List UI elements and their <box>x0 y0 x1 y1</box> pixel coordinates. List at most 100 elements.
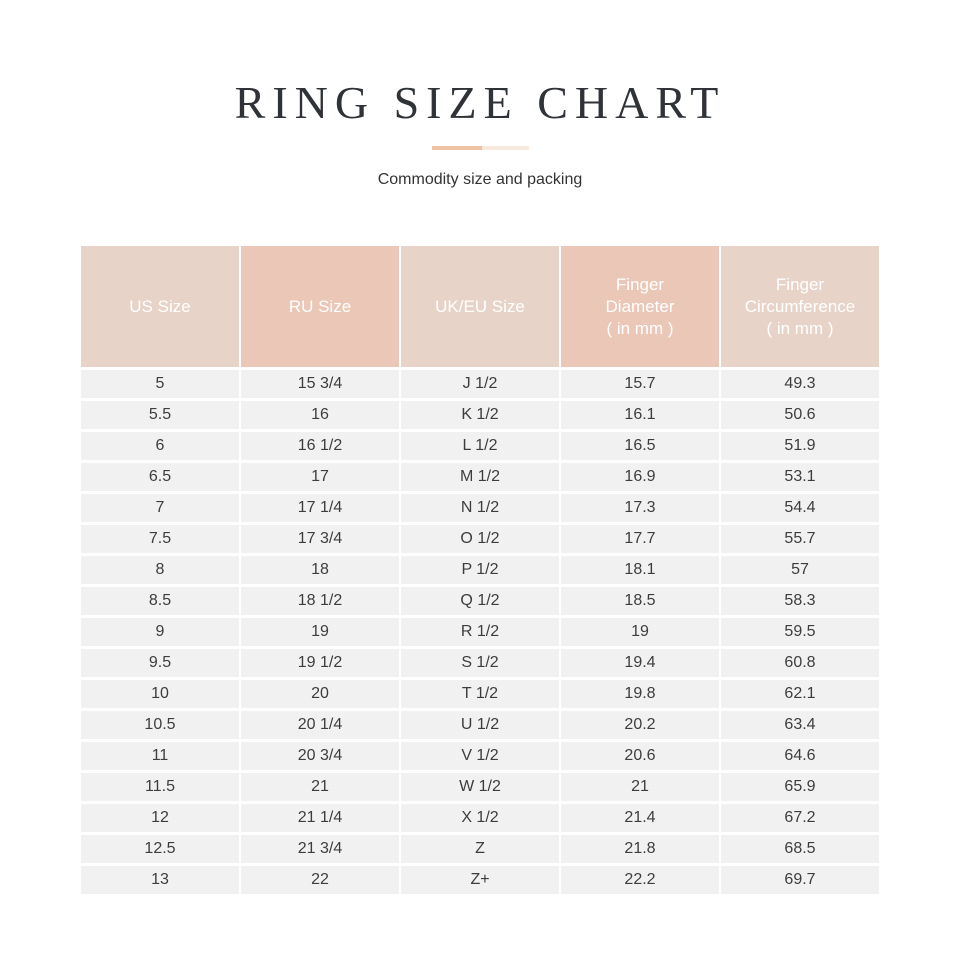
title-divider <box>0 146 960 150</box>
cell-finger-diameter: 19.8 <box>561 680 719 708</box>
cell-finger-diameter: 21.4 <box>561 804 719 832</box>
cell-ru-size: 20 <box>241 680 399 708</box>
cell-uk-eu-size: Q 1/2 <box>401 587 559 615</box>
cell-us-size: 7.5 <box>81 525 239 553</box>
cell-finger-circumference: 58.3 <box>721 587 879 615</box>
cell-finger-diameter: 22.2 <box>561 866 719 894</box>
cell-uk-eu-size: K 1/2 <box>401 401 559 429</box>
cell-uk-eu-size: J 1/2 <box>401 370 559 398</box>
page-subtitle: Commodity size and packing <box>377 171 583 188</box>
column-header-finger-circumference: Finger Circumference ( in mm ) <box>721 246 879 367</box>
table-row: 11.5 21 W 1/2 21 65.9 <box>81 773 879 801</box>
cell-finger-diameter: 21.8 <box>561 835 719 863</box>
table-row: 8 18 P 1/2 18.1 57 <box>81 556 879 584</box>
cell-finger-circumference: 55.7 <box>721 525 879 553</box>
table-row: 12.5 21 3/4 Z 21.8 68.5 <box>81 835 879 863</box>
cell-uk-eu-size: R 1/2 <box>401 618 559 646</box>
cell-uk-eu-size: N 1/2 <box>401 494 559 522</box>
cell-us-size: 11.5 <box>81 773 239 801</box>
cell-ru-size: 19 <box>241 618 399 646</box>
cell-finger-circumference: 59.5 <box>721 618 879 646</box>
cell-us-size: 8 <box>81 556 239 584</box>
cell-finger-diameter: 17.7 <box>561 525 719 553</box>
cell-uk-eu-size: T 1/2 <box>401 680 559 708</box>
table-row: 7.5 17 3/4 O 1/2 17.7 55.7 <box>81 525 879 553</box>
cell-finger-diameter: 19 <box>561 618 719 646</box>
cell-finger-circumference: 53.1 <box>721 463 879 491</box>
cell-finger-circumference: 64.6 <box>721 742 879 770</box>
table-row: 13 22 Z+ 22.2 69.7 <box>81 866 879 894</box>
table-row: 7 17 1/4 N 1/2 17.3 54.4 <box>81 494 879 522</box>
cell-ru-size: 21 3/4 <box>241 835 399 863</box>
table-row: 12 21 1/4 X 1/2 21.4 67.2 <box>81 804 879 832</box>
cell-finger-diameter: 20.6 <box>561 742 719 770</box>
cell-ru-size: 21 <box>241 773 399 801</box>
table-row: 6.5 17 M 1/2 16.9 53.1 <box>81 463 879 491</box>
cell-us-size: 10 <box>81 680 239 708</box>
cell-uk-eu-size: Z+ <box>401 866 559 894</box>
cell-us-size: 9.5 <box>81 649 239 677</box>
cell-ru-size: 17 <box>241 463 399 491</box>
cell-us-size: 6.5 <box>81 463 239 491</box>
cell-uk-eu-size: W 1/2 <box>401 773 559 801</box>
cell-us-size: 10.5 <box>81 711 239 739</box>
cell-uk-eu-size: Z <box>401 835 559 863</box>
cell-ru-size: 17 1/4 <box>241 494 399 522</box>
table-row: 11 20 3/4 V 1/2 20.6 64.6 <box>81 742 879 770</box>
cell-finger-circumference: 68.5 <box>721 835 879 863</box>
table-row: 10 20 T 1/2 19.8 62.1 <box>81 680 879 708</box>
cell-us-size: 11 <box>81 742 239 770</box>
cell-finger-circumference: 51.9 <box>721 432 879 460</box>
cell-us-size: 5 <box>81 370 239 398</box>
divider-accent-light <box>481 146 529 150</box>
cell-ru-size: 15 3/4 <box>241 370 399 398</box>
cell-uk-eu-size: U 1/2 <box>401 711 559 739</box>
cell-finger-diameter: 18.5 <box>561 587 719 615</box>
cell-uk-eu-size: O 1/2 <box>401 525 559 553</box>
table-row: 10.5 20 1/4 U 1/2 20.2 63.4 <box>81 711 879 739</box>
divider-accent-dark <box>431 146 482 150</box>
cell-finger-circumference: 63.4 <box>721 711 879 739</box>
page-title: RING SIZE CHART <box>234 77 726 128</box>
column-header-us-size: US Size <box>81 246 239 367</box>
cell-us-size: 13 <box>81 866 239 894</box>
cell-ru-size: 21 1/4 <box>241 804 399 832</box>
table-row: 6 16 1/2 L 1/2 16.5 51.9 <box>81 432 879 460</box>
cell-us-size: 12 <box>81 804 239 832</box>
cell-finger-diameter: 16.9 <box>561 463 719 491</box>
cell-ru-size: 22 <box>241 866 399 894</box>
table-row: 9 19 R 1/2 19 59.5 <box>81 618 879 646</box>
cell-uk-eu-size: V 1/2 <box>401 742 559 770</box>
cell-us-size: 9 <box>81 618 239 646</box>
cell-finger-circumference: 62.1 <box>721 680 879 708</box>
cell-ru-size: 16 <box>241 401 399 429</box>
cell-ru-size: 20 3/4 <box>241 742 399 770</box>
column-header-finger-diameter: Finger Diameter ( in mm ) <box>561 246 719 367</box>
cell-finger-circumference: 69.7 <box>721 866 879 894</box>
cell-ru-size: 18 1/2 <box>241 587 399 615</box>
cell-finger-diameter: 17.3 <box>561 494 719 522</box>
cell-finger-circumference: 54.4 <box>721 494 879 522</box>
cell-us-size: 5.5 <box>81 401 239 429</box>
cell-uk-eu-size: P 1/2 <box>401 556 559 584</box>
table-header-row: US Size RU Size UK/EU Size Finger Diameter … <box>81 246 879 367</box>
cell-us-size: 6 <box>81 432 239 460</box>
cell-uk-eu-size: S 1/2 <box>401 649 559 677</box>
cell-finger-circumference: 65.9 <box>721 773 879 801</box>
ring-size-table: US Size RU Size UK/EU Size Finger Diameter … <box>79 243 881 897</box>
cell-finger-circumference: 67.2 <box>721 804 879 832</box>
table-body: 5 15 3/4 J 1/2 15.7 49.3 5.5 16 K 1/2 16.1 50.6 6 1… <box>81 370 879 894</box>
cell-ru-size: 18 <box>241 556 399 584</box>
column-header-uk-eu-size: UK/EU Size <box>401 246 559 367</box>
cell-ru-size: 19 1/2 <box>241 649 399 677</box>
cell-ru-size: 16 1/2 <box>241 432 399 460</box>
cell-uk-eu-size: M 1/2 <box>401 463 559 491</box>
cell-us-size: 12.5 <box>81 835 239 863</box>
cell-finger-diameter: 18.1 <box>561 556 719 584</box>
table-row: 9.5 19 1/2 S 1/2 19.4 60.8 <box>81 649 879 677</box>
cell-finger-diameter: 16.1 <box>561 401 719 429</box>
cell-finger-circumference: 60.8 <box>721 649 879 677</box>
cell-us-size: 7 <box>81 494 239 522</box>
table-row: 5 15 3/4 J 1/2 15.7 49.3 <box>81 370 879 398</box>
